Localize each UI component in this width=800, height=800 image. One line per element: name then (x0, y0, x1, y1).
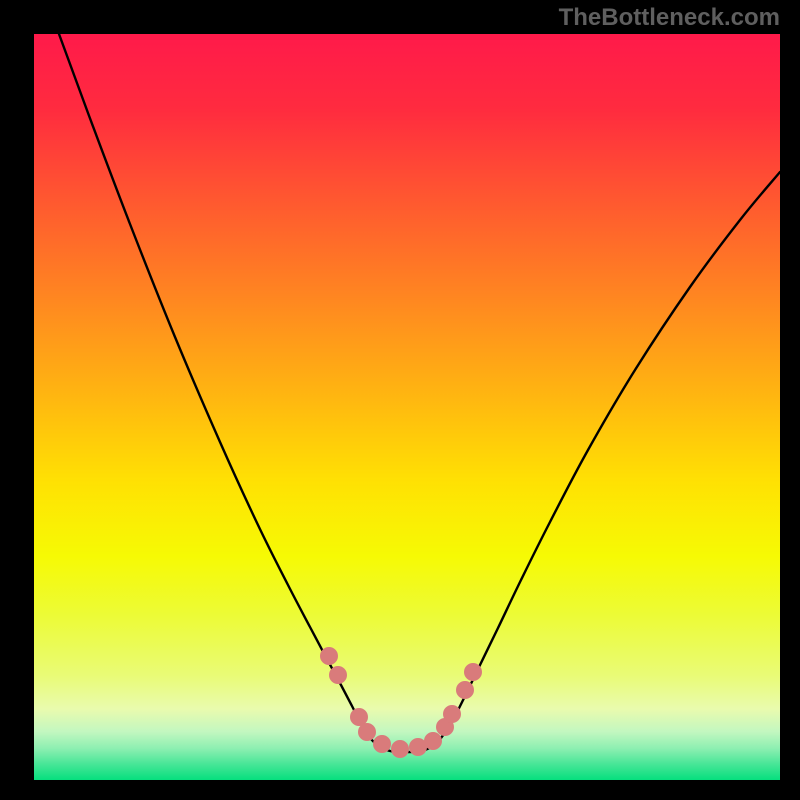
marker-point (374, 736, 391, 753)
marker-point (351, 709, 368, 726)
marker-point (359, 724, 376, 741)
marker-point (444, 706, 461, 723)
marker-point (330, 667, 347, 684)
chart-svg (0, 0, 800, 800)
left-curve (59, 34, 377, 745)
marker-point (457, 682, 474, 699)
marker-point (410, 739, 427, 756)
marker-group (321, 648, 482, 758)
marker-point (321, 648, 338, 665)
marker-point (392, 741, 409, 758)
right-curve (435, 172, 780, 745)
marker-point (425, 733, 442, 750)
marker-point (465, 664, 482, 681)
watermark-text: TheBottleneck.com (559, 4, 780, 32)
chart-container: TheBottleneck.com (0, 0, 800, 800)
